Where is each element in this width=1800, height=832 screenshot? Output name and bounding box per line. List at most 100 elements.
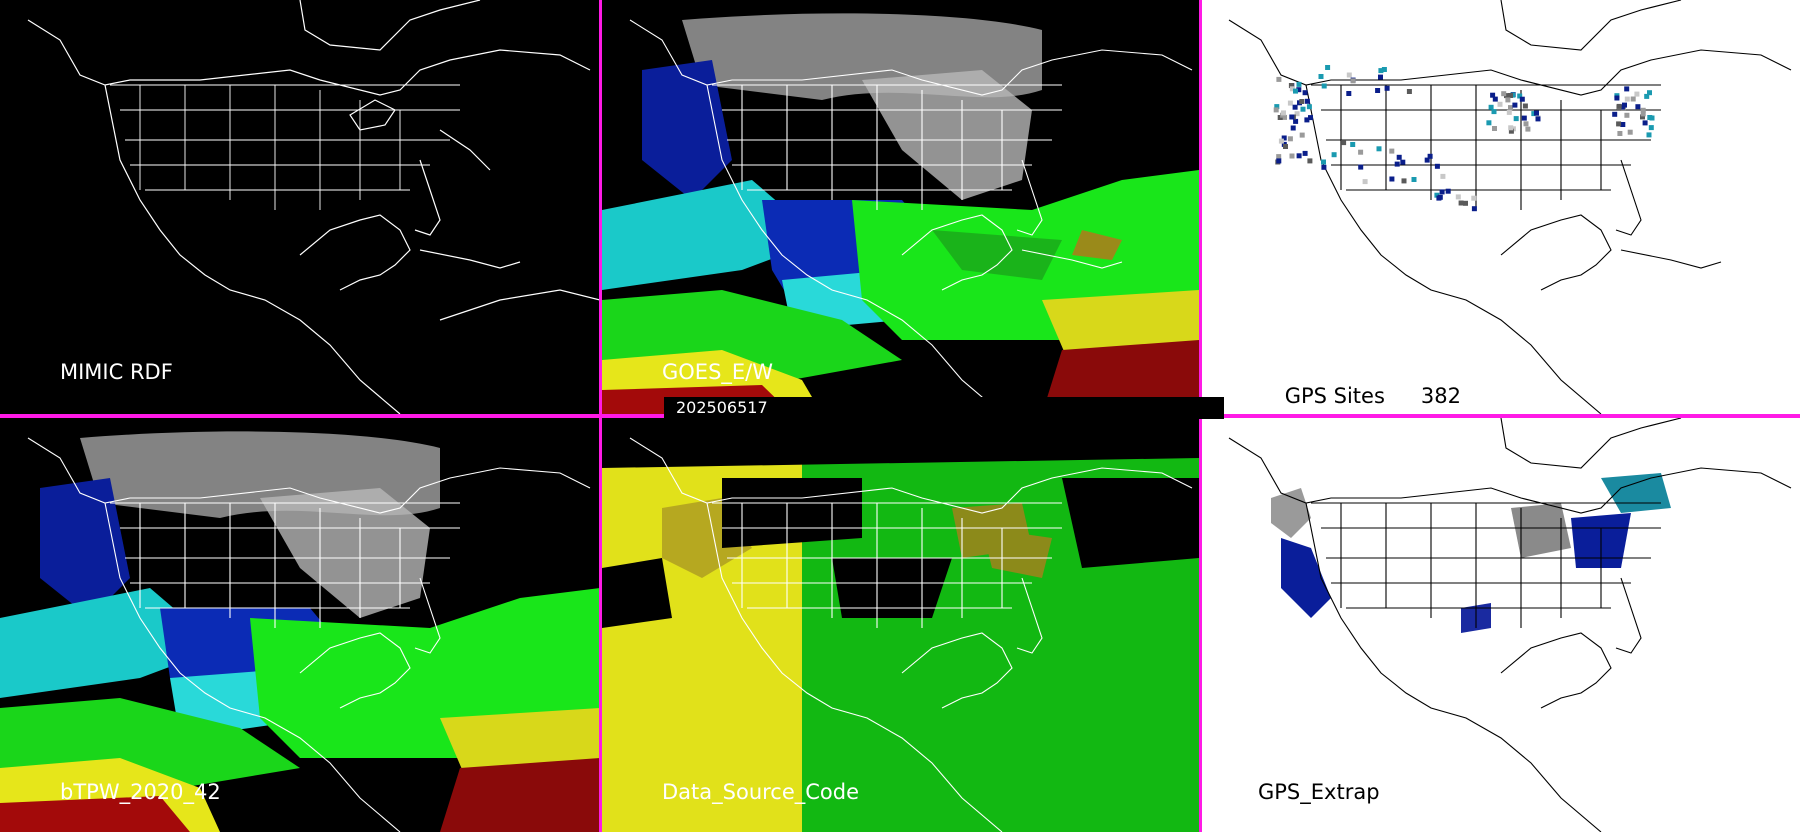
gps-site-marker (1321, 159, 1326, 165)
gps-site-marker (1289, 153, 1295, 159)
gps-sites-count: 382 (1420, 384, 1461, 408)
gps-site-marker (1634, 91, 1640, 97)
panel-gps-extrap: GPS_Extrap (1201, 418, 1800, 832)
gps-site-marker (1622, 102, 1627, 108)
gps-site-marker (1281, 110, 1286, 116)
panel-label-mimic-rdf: MIMIC RDF (60, 360, 173, 384)
gps-site-marker (1290, 125, 1296, 131)
gps-site-marker (1640, 114, 1645, 120)
gps-site-marker (1427, 153, 1433, 159)
map-gps-sites (1228, 0, 1792, 414)
gps-site-marker (1504, 93, 1509, 99)
panel-label-data-source-code: Data_Source_Code (662, 780, 860, 804)
gps-site-marker (1440, 173, 1446, 179)
gps-site-marker (1289, 86, 1295, 92)
gps-site-marker (1535, 116, 1541, 122)
gps-site-marker (1531, 111, 1537, 117)
gps-site-marker (1522, 103, 1528, 109)
gps-site-marker (1617, 131, 1623, 136)
gps-site-marker (1620, 122, 1626, 127)
gps-site-marker (1411, 177, 1417, 182)
gps-site-marker (1287, 136, 1293, 142)
map-btpw (0, 431, 600, 832)
gps-site-marker (1471, 195, 1477, 201)
gps-site-marker (1616, 121, 1622, 127)
gps-site-marker (1307, 158, 1313, 164)
gps-site-marker (1455, 194, 1461, 200)
gps-site-marker (1358, 149, 1364, 155)
gps-site-marker (1640, 107, 1646, 113)
gps-site-marker (1508, 125, 1514, 131)
gps-site-marker (1519, 96, 1525, 102)
gps-site-marker (1321, 83, 1327, 89)
gps-site-marker (1648, 125, 1654, 131)
gps-site-marker (1521, 115, 1527, 121)
gps-site-marker (1283, 144, 1288, 149)
gps-site-marker (1278, 138, 1284, 144)
gps-site-marker (1293, 118, 1299, 124)
gps-site-marker (1296, 81, 1302, 87)
gps-site-marker (1508, 105, 1513, 111)
gps-site-marker (1501, 91, 1507, 97)
gps-site-markers (1273, 65, 1655, 212)
gps-site-marker (1434, 192, 1440, 198)
gps-site-marker (1318, 74, 1324, 79)
gps-site-marker (1304, 117, 1310, 123)
gps-sites-label: GPS Sites (1284, 384, 1385, 408)
gps-site-marker (1437, 194, 1443, 200)
gps-site-marker (1640, 111, 1646, 117)
gps-site-marker (1400, 159, 1406, 165)
gps-site-marker (1281, 135, 1287, 141)
gps-site-marker (1394, 161, 1400, 167)
gps-site-marker (1296, 153, 1302, 159)
gps-site-marker (1308, 115, 1313, 121)
gps-site-marker (1513, 116, 1519, 122)
gps-site-marker (1396, 154, 1402, 160)
gps-site-marker (1647, 90, 1652, 96)
gps-site-marker (1497, 101, 1503, 107)
gps-site-marker (1506, 109, 1512, 115)
gps-site-marker (1300, 106, 1306, 112)
gps-site-marker (1381, 67, 1387, 72)
timestamp-label: 202506517 (664, 397, 1224, 419)
panel-label-gps-extrap: GPS_Extrap (1258, 780, 1380, 804)
gps-site-marker (1439, 189, 1445, 195)
gps-site-marker (1325, 65, 1331, 70)
gps-site-marker (1362, 179, 1368, 185)
gps-site-marker (1273, 107, 1279, 113)
gps-site-marker (1646, 132, 1652, 138)
gps-site-marker (1486, 120, 1492, 126)
gps-site-marker (1505, 97, 1511, 103)
gps-site-marker (1424, 157, 1430, 163)
gps-site-marker (1614, 95, 1620, 101)
gps-site-marker (1642, 120, 1648, 126)
gps-site-marker (1463, 200, 1468, 206)
gps-site-marker (1627, 129, 1633, 135)
gps-site-marker (1445, 188, 1451, 194)
gps-site-marker (1287, 100, 1293, 106)
gps-site-marker (1624, 112, 1630, 118)
gps-site-marker (1616, 103, 1622, 109)
gps-site-marker (1346, 72, 1352, 78)
gps-site-marker (1491, 109, 1497, 115)
map-mimic-rdf (27, 0, 600, 414)
gps-site-marker (1517, 93, 1523, 99)
gps-site-marker (1306, 104, 1312, 110)
gps-site-marker (1276, 158, 1282, 164)
gps-site-marker (1289, 114, 1295, 120)
panel-gps-sites: GPS Sites 382 (1201, 0, 1800, 414)
gps-site-marker (1389, 148, 1395, 154)
panel-goes: GOES_E/W (602, 0, 1199, 414)
gps-site-marker (1346, 91, 1352, 96)
gps-site-marker (1378, 68, 1384, 74)
gps-site-marker (1350, 78, 1356, 84)
gps-site-marker (1302, 90, 1308, 96)
gps-site-marker (1375, 88, 1381, 93)
gps-site-marker (1378, 74, 1383, 80)
gps-site-marker (1384, 85, 1390, 91)
gps-site-marker (1630, 96, 1636, 102)
panel-label-goes: GOES_E/W (662, 360, 774, 384)
gps-site-marker (1434, 163, 1440, 169)
gps-site-marker (1288, 83, 1294, 88)
panel-label-gps-sites: GPS Sites 382 (1258, 360, 1461, 414)
